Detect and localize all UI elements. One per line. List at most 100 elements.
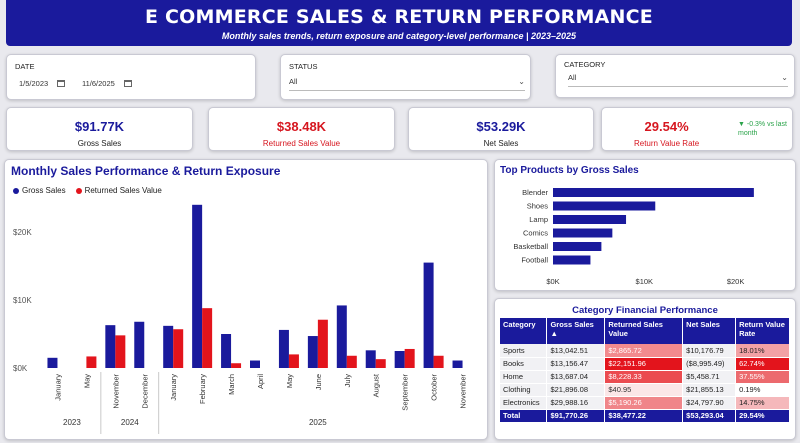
table-row[interactable]: Electronics $29,988.16 $5,190.26 $24,797.90… [500,396,790,410]
status-select-value: All [289,77,298,86]
kpi-return-rate: 29.54% Return Value Rate ▼ -0.3% vs last… [601,107,793,151]
kpi-gross-sales: $91.77K Gross Sales [6,107,193,151]
product-label: Football [521,256,548,265]
legend-item-returned[interactable]: Returned Sales Value [75,186,162,195]
net-sales-cell: $21,855.13 [682,383,737,397]
calendar-icon[interactable] [123,80,132,87]
top-products-title: Top Products by Gross Sales [500,165,639,176]
category-select[interactable]: All ⌄ [568,73,788,87]
returned-sales-bar [86,356,97,368]
end-date-value: 11/6/2025 [82,79,115,88]
kpi-returned-sales: $38.48K Returned Sales Value [208,107,395,151]
category-cell: Home [500,370,548,384]
gross-sales-bar [134,321,145,368]
monthly-sales-chart: $0K $10K $20K January May November December Jan… [13,204,468,434]
total-cell: $38,477.22 [604,409,684,423]
calendar-icon[interactable] [57,80,66,87]
y-tick-label: $20K [13,228,32,237]
legend-dot [75,187,82,194]
returned-sales-bar [404,348,415,368]
date-filter-label: DATE [15,62,35,71]
year-label: 2025 [309,418,327,427]
return-rate-cell: 18.01% [735,344,790,358]
table-row[interactable]: Books $13,156.47 $22,151.96 ($8,995.49) 62.7… [500,357,790,371]
return-rate-cell: 62.74% [735,357,790,371]
legend-item-gross[interactable]: Gross Sales [13,186,66,195]
chart-legend: Gross Sales Returned Sales Value [13,186,162,195]
end-date-input[interactable]: 11/6/2025 [82,79,132,88]
table-header-row: Category Gross Sales ▲ Returned Sales Val… [500,318,790,344]
chevron-down-icon: ⌄ [518,77,525,86]
category-filter-label: CATEGORY [564,60,606,69]
x-tick-label: June [314,374,323,390]
legend-label: Returned Sales Value [84,186,162,195]
product-label: Comics [523,229,548,238]
total-cell: $91,770.26 [546,409,606,423]
category-cell: Books [500,357,548,371]
x-tick-label: July [343,374,352,388]
product-label: Lamp [529,215,548,224]
kpi-label: Gross Sales [77,139,122,148]
product-bar [553,255,591,265]
status-select[interactable]: All ⌄ [289,77,525,91]
gross-sales-bar [192,204,203,368]
returned-sales-bar [115,335,126,368]
returned-sales-cell: $8,228.33 [604,370,684,384]
top-products-panel: Top Products by Gross Sales Blender Shoes… [494,159,796,291]
x-tick-label: May [82,374,91,388]
table-row[interactable]: Clothing $21,896.08 $40.95 $21,855.13 0.19% [500,383,790,397]
x-tick-label: November [111,374,120,409]
table-row[interactable]: Home $13,687.04 $8,228.33 $5,458.71 37.55% [500,370,790,384]
gross-sales-bar [47,357,58,368]
returned-sales-bar [173,329,184,368]
returned-sales-bar [202,308,213,368]
x-tick-label: October [430,374,439,401]
category-cell: Electronics [500,396,548,410]
return-rate-cell: 0.19% [735,383,790,397]
returned-sales-bar [317,319,328,368]
column-header[interactable]: Category [500,318,548,344]
category-table-panel: Category Financial Performance Category … [494,298,796,440]
return-rate-cell: 37.55% [735,370,790,384]
x-tick-label: March [227,374,236,395]
gross-sales-cell: $13,156.47 [546,357,606,371]
column-header[interactable]: Gross Sales ▲ [546,318,606,344]
category-filter: CATEGORY All ⌄ [555,54,795,98]
returned-sales-cell: $5,190.26 [604,396,684,410]
year-label: 2023 [63,418,81,427]
column-header[interactable]: Net Sales [682,318,737,344]
kpi-value: $53.29K [476,119,526,134]
kpi-delta: ▼ -0.3% vs last month [738,121,787,137]
gross-sales-bar [423,262,434,368]
gross-sales-bar [163,325,174,368]
chart-title: Monthly Sales Performance & Return Expos… [11,164,281,178]
kpi-value: $91.77K [74,119,125,134]
x-tick-label: December [140,374,149,409]
returned-sales-bar [346,355,357,368]
column-header-label: Gross Sales [550,320,594,329]
x-tick-label: $10K [636,277,654,286]
status-filter-label: STATUS [289,62,318,71]
column-header[interactable]: Returned Sales Value [604,318,684,344]
column-header[interactable]: Return Value Rate [735,318,790,344]
monthly-sales-chart-panel: Monthly Sales Performance & Return Expos… [4,159,488,440]
product-label: Blender [522,188,548,197]
total-cell: $53,293.04 [682,409,737,423]
table-row[interactable]: Sports $13,042.51 $2,865.72 $10,176.79 18.01… [500,344,790,358]
category-cell: Sports [500,344,548,358]
product-bar [553,228,613,238]
table-total-row: Total $91,770.26 $38,477.22 $53,293.04 29.54… [500,409,790,423]
product-bar [553,242,602,251]
product-label: Basketball [513,242,548,251]
gross-sales-cell: $29,988.16 [546,396,606,410]
kpi-value: 29.54% [644,119,689,134]
returned-sales-bar [433,355,444,368]
returned-sales-bar [231,363,242,368]
y-tick-label: $0K [13,364,28,373]
net-sales-cell: $5,458.71 [682,370,737,384]
sort-ascending-icon[interactable]: ▲ [550,329,558,338]
kpi-net-sales: $53.29K Net Sales [408,107,594,151]
start-date-input[interactable]: 1/5/2023 [19,79,66,88]
product-label: Shoes [527,202,549,211]
net-sales-cell: $10,176.79 [682,344,737,358]
